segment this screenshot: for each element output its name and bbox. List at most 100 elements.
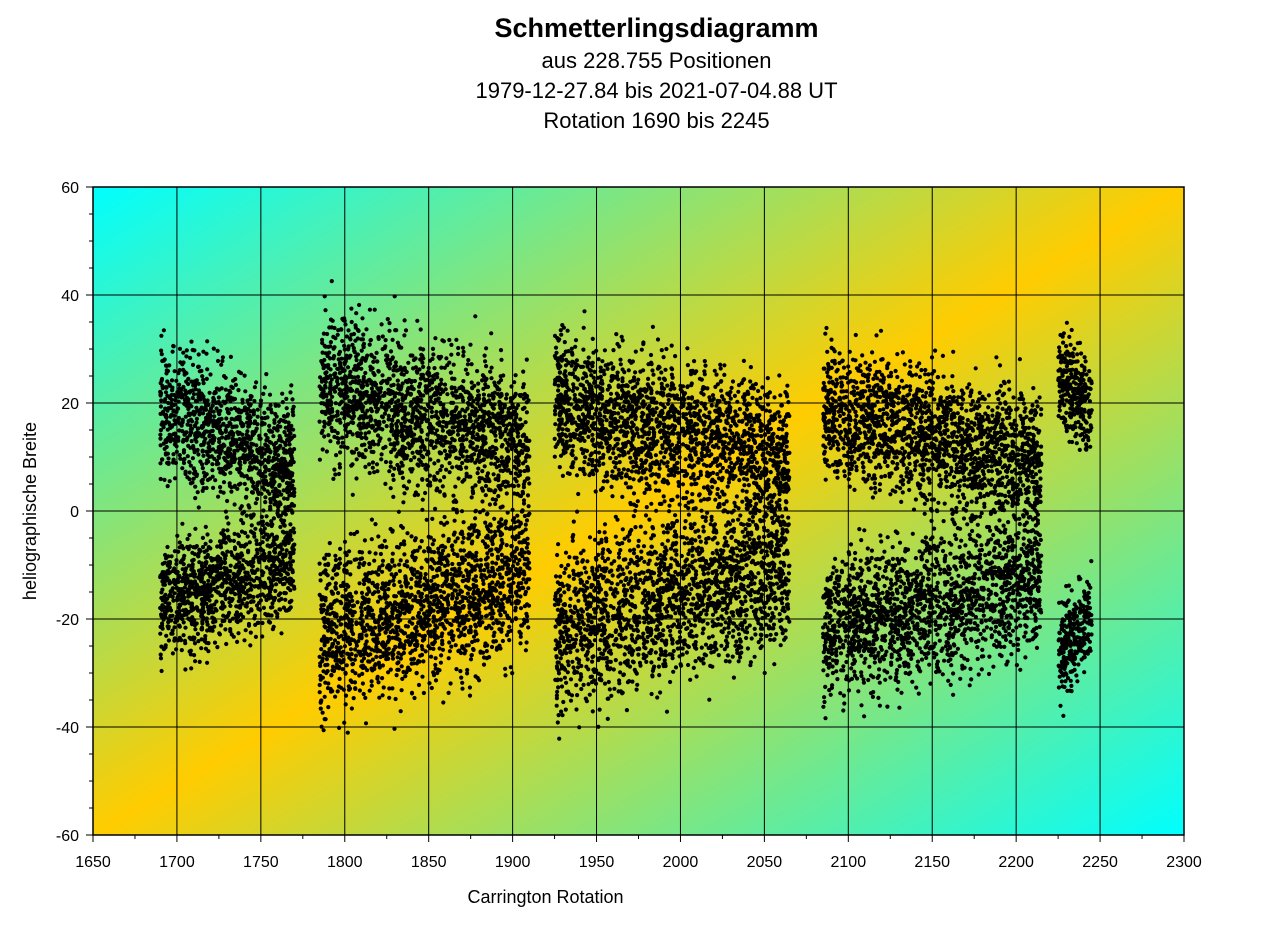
data-point	[408, 650, 413, 656]
data-point	[389, 427, 395, 432]
data-point	[329, 279, 334, 284]
data-point	[484, 364, 489, 369]
data-point	[207, 433, 212, 438]
data-point	[251, 409, 256, 414]
data-point	[199, 625, 205, 630]
data-point	[322, 294, 327, 299]
data-point	[160, 603, 165, 608]
data-point	[181, 350, 186, 355]
data-point	[371, 359, 376, 364]
data-point	[230, 553, 235, 558]
data-point	[196, 452, 201, 457]
data-point	[261, 391, 266, 396]
data-point	[244, 473, 249, 479]
data-point	[236, 589, 242, 594]
data-point	[317, 419, 322, 424]
data-point	[451, 499, 456, 504]
data-point	[499, 408, 505, 413]
data-point	[526, 603, 532, 608]
data-point	[188, 463, 193, 468]
data-point	[170, 349, 175, 354]
data-point	[349, 706, 354, 711]
data-point	[224, 515, 229, 520]
data-point	[246, 445, 251, 450]
data-point	[180, 466, 185, 471]
data-point	[244, 494, 249, 500]
data-point	[326, 407, 331, 412]
data-point	[158, 624, 163, 630]
data-point	[474, 436, 479, 442]
data-point	[322, 419, 327, 424]
data-point	[216, 426, 221, 431]
data-point	[362, 442, 367, 447]
data-point	[254, 455, 259, 460]
data-point	[320, 387, 326, 392]
data-point	[391, 373, 396, 378]
data-point	[480, 409, 486, 414]
data-point	[211, 424, 216, 429]
data-point	[170, 568, 176, 574]
data-point	[194, 594, 199, 600]
data-point	[267, 392, 273, 397]
data-point	[268, 403, 273, 408]
data-point	[167, 479, 172, 484]
data-point	[240, 440, 245, 445]
data-point	[380, 334, 385, 339]
data-point	[448, 370, 453, 375]
data-point	[346, 407, 351, 412]
data-point	[180, 616, 185, 622]
data-point	[186, 594, 191, 599]
data-point	[391, 647, 396, 653]
data-point	[374, 462, 380, 467]
data-point	[459, 446, 464, 451]
data-point	[196, 608, 201, 613]
data-point	[284, 571, 290, 576]
data-point	[392, 447, 397, 452]
data-point	[285, 463, 290, 468]
data-point	[337, 417, 342, 422]
data-point	[256, 555, 261, 560]
data-point	[215, 358, 221, 364]
data-point	[344, 434, 349, 439]
data-point	[180, 439, 186, 444]
data-point	[410, 412, 415, 417]
data-point	[272, 595, 278, 601]
data-point	[278, 524, 283, 530]
data-point	[279, 572, 284, 578]
data-point	[197, 412, 202, 417]
data-point	[214, 569, 219, 574]
data-point	[167, 382, 172, 387]
data-point	[187, 532, 192, 538]
data-point	[179, 560, 184, 565]
data-point	[427, 473, 432, 478]
data-point	[199, 646, 204, 651]
data-point	[477, 459, 482, 464]
data-point	[235, 556, 240, 561]
data-point	[445, 392, 450, 397]
data-point	[431, 445, 436, 450]
data-point	[343, 322, 348, 327]
data-point	[364, 389, 369, 395]
data-point	[284, 467, 289, 472]
data-point	[409, 380, 414, 385]
data-point	[509, 544, 514, 549]
data-point	[338, 363, 343, 368]
data-point	[363, 400, 368, 405]
data-point	[369, 417, 374, 422]
data-point	[199, 567, 204, 573]
data-point	[270, 583, 275, 588]
data-point	[329, 602, 335, 607]
data-point	[165, 427, 170, 432]
data-point	[363, 721, 369, 726]
data-point	[193, 659, 198, 664]
data-point	[360, 671, 365, 677]
data-point	[234, 415, 239, 420]
data-point	[173, 460, 178, 466]
data-point	[168, 614, 173, 619]
data-point	[177, 602, 182, 607]
data-point	[481, 438, 486, 444]
data-point	[364, 424, 369, 429]
data-point	[333, 553, 338, 558]
data-point	[268, 450, 273, 455]
data-point	[191, 476, 196, 481]
